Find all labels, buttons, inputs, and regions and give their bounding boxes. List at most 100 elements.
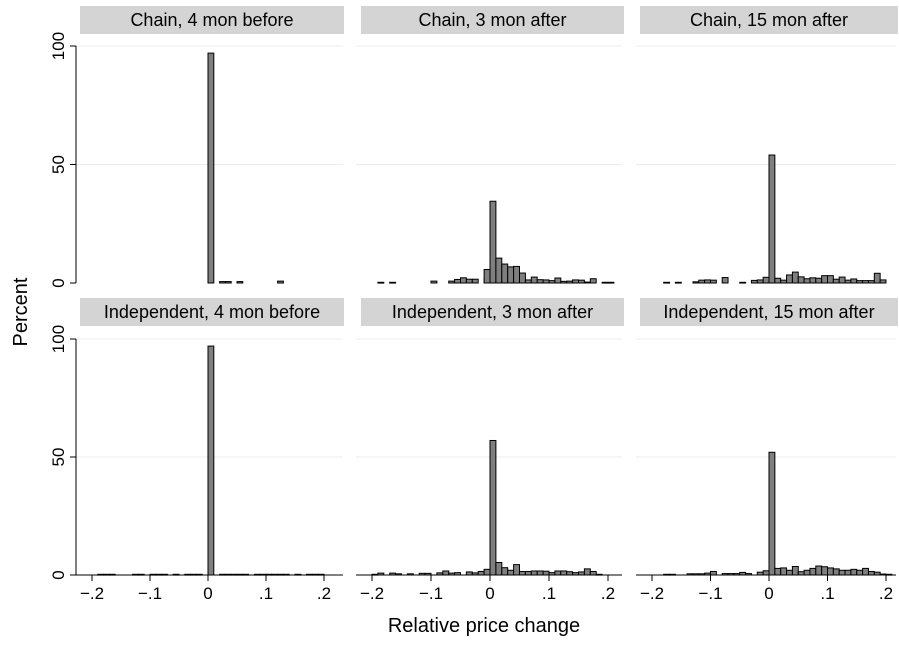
x-tick-label: −.1 xyxy=(419,584,443,603)
histogram-bar xyxy=(786,274,793,284)
y-tick-label: 50 xyxy=(49,155,68,174)
histogram-bar xyxy=(465,278,473,284)
histogram-bar xyxy=(803,278,811,284)
panel-title: Independent, 4 mon before xyxy=(104,302,320,322)
histogram-bar xyxy=(495,561,503,576)
histogram-bar xyxy=(809,277,817,284)
histogram-bar xyxy=(832,568,840,576)
histogram-bar xyxy=(873,272,881,284)
histogram-bar xyxy=(674,281,682,284)
histogram-bar xyxy=(507,266,515,284)
x-tick-label: .1 xyxy=(259,584,273,603)
histogram-bar xyxy=(460,277,467,284)
panel-title: Chain, 15 mon after xyxy=(690,10,848,30)
panel-5: Independent, 3 mon after −.2 −.1 0 .1 .2 xyxy=(356,298,624,603)
histogram-bar xyxy=(548,280,556,284)
histogram-bar xyxy=(856,569,864,576)
histogram-bar xyxy=(389,281,397,284)
histogram-bar xyxy=(501,263,509,284)
histogram-bar xyxy=(862,280,869,284)
x-tick-label: .1 xyxy=(542,584,556,603)
histogram-bar xyxy=(791,271,799,284)
histogram-bar xyxy=(721,277,729,284)
panel-6: Independent, 15 mon after −.2 −.1 0 .1 .2 xyxy=(636,298,898,603)
histogram-bar xyxy=(838,276,846,284)
histogram-bar xyxy=(489,439,497,576)
histogram-bar xyxy=(530,276,538,284)
histogram-bar xyxy=(207,52,215,284)
histogram-bar xyxy=(704,279,712,284)
x-tick-label: .2 xyxy=(601,584,615,603)
histogram-bar xyxy=(768,154,776,284)
histogram-bar xyxy=(572,279,579,284)
x-tick-label: −.1 xyxy=(138,584,162,603)
histogram-bar xyxy=(827,275,834,284)
histogram-bar xyxy=(583,568,591,576)
panel-3: Chain, 15 mon after xyxy=(636,6,898,284)
histogram-bar xyxy=(821,275,829,284)
histogram-bar xyxy=(236,281,244,284)
histogram-bar xyxy=(710,279,717,284)
histogram-bar xyxy=(542,570,550,576)
histogram-bar xyxy=(578,279,585,284)
panel-title-strip xyxy=(640,298,898,326)
histogram-bar xyxy=(430,280,438,284)
histogram-bar xyxy=(856,280,864,284)
histogram-bar xyxy=(477,570,485,576)
histogram-bar xyxy=(867,570,875,576)
histogram-bar xyxy=(844,279,852,284)
histogram-bar xyxy=(780,279,788,284)
histogram-bar xyxy=(832,278,840,284)
x-tick-label: −.2 xyxy=(80,584,104,603)
histogram-bar xyxy=(277,280,284,284)
x-tick-label: 0 xyxy=(485,584,494,603)
x-tick-label: 0 xyxy=(203,584,212,603)
x-tick-label: 0 xyxy=(764,584,773,603)
panel-1: Chain, 4 mon before 0 50 100 xyxy=(49,6,344,288)
histogram-bar xyxy=(219,281,226,284)
histogram-bar xyxy=(762,276,770,284)
histogram-bar xyxy=(501,567,509,576)
panel-2: Chain, 3 mon after xyxy=(356,6,624,284)
histogram-bar xyxy=(867,280,875,284)
histogram-bar xyxy=(607,281,615,284)
panel-title: Chain, 3 mon after xyxy=(418,10,566,30)
histogram-bar xyxy=(663,281,671,284)
histogram-bar xyxy=(471,278,479,284)
histogram-bar xyxy=(815,277,823,284)
histogram-bar xyxy=(774,567,782,576)
y-tick-label: 100 xyxy=(49,32,68,60)
histogram-bar xyxy=(780,567,788,576)
histogram-bar xyxy=(803,569,811,576)
panel-title-strip xyxy=(640,6,898,34)
histogram-bar xyxy=(809,567,817,576)
histogram-bar xyxy=(862,567,869,576)
histogram-bar xyxy=(791,566,799,576)
y-axis-label: Percent xyxy=(10,277,32,346)
panel-title-strip xyxy=(80,298,344,326)
histogram-bar xyxy=(224,281,232,284)
histogram-bar xyxy=(560,280,568,284)
histogram-bar xyxy=(601,281,609,284)
histogram-bar xyxy=(850,568,858,576)
histogram-bar xyxy=(774,277,782,284)
histogram-bar xyxy=(483,268,491,284)
histogram-bar xyxy=(815,565,823,576)
panel-title-strip xyxy=(80,6,344,34)
histogram-bar xyxy=(536,279,544,284)
panel-title: Independent, 15 mon after xyxy=(663,302,874,322)
histogram-bar xyxy=(827,567,834,576)
histogram-bar xyxy=(483,568,491,576)
histogram-bar xyxy=(448,280,456,284)
histogram-bar xyxy=(542,279,550,284)
histogram-bar xyxy=(554,570,562,576)
y-tick-label: 0 xyxy=(49,570,68,579)
x-tick-label: .2 xyxy=(317,584,331,603)
histogram-bar xyxy=(507,569,515,576)
panel-title: Chain, 4 mon before xyxy=(130,10,293,30)
x-tick-label: .2 xyxy=(879,584,893,603)
x-tick-label: −.2 xyxy=(640,584,664,603)
histogram-bar xyxy=(454,278,462,284)
histogram-bar xyxy=(536,570,544,576)
